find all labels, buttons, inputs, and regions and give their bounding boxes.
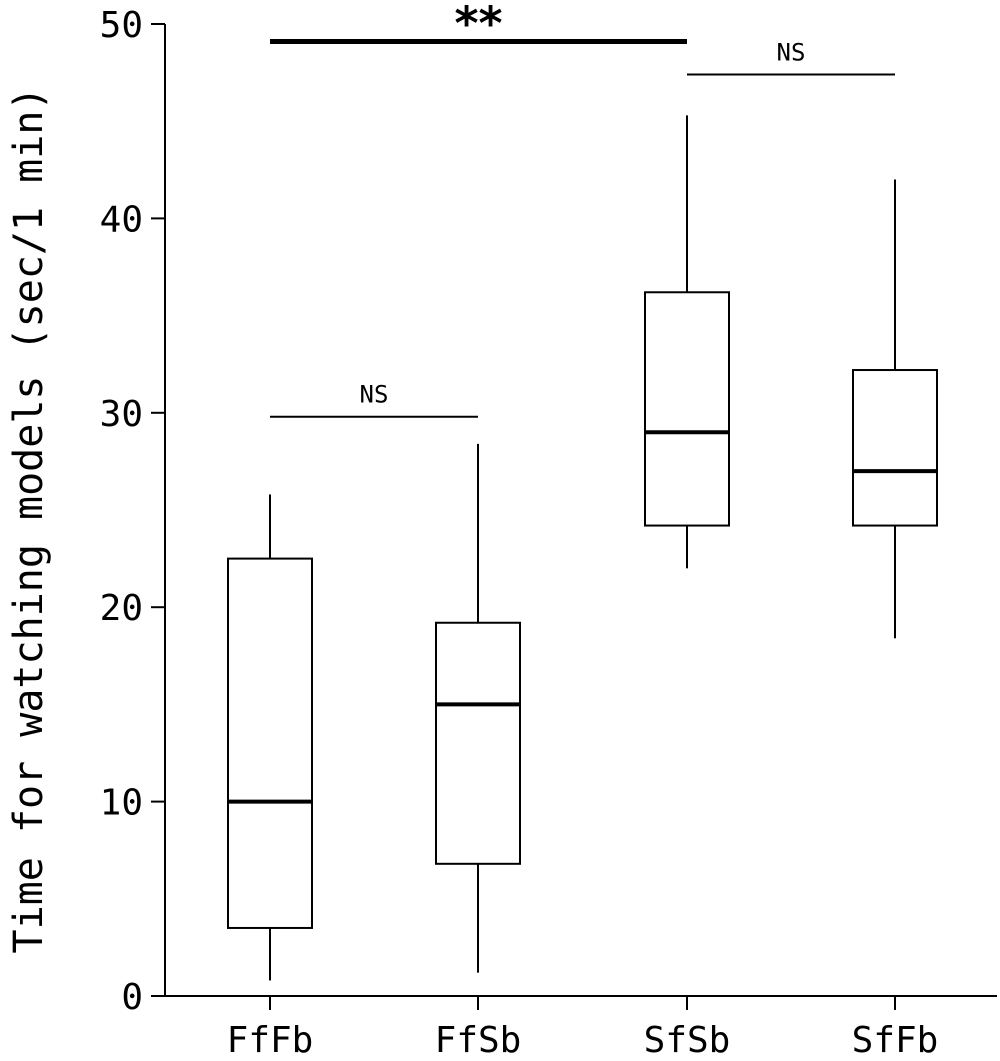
iqr-box-SfFb (852, 369, 938, 527)
y-tick-label-10: 10 (100, 783, 143, 824)
box-FfFb (227, 494, 313, 981)
y-tick-label-0: 0 (121, 977, 143, 1018)
x-tick-label-SfFb: SfFb (852, 1020, 939, 1061)
y-tick-label-20: 20 (100, 588, 143, 629)
box-FfSb (435, 443, 521, 973)
x-tick-label-FfFb: FfFb (227, 1020, 314, 1061)
iqr-box-FfFb (227, 557, 313, 929)
y-tick-label-40: 40 (100, 199, 143, 240)
box-SfSb (644, 115, 730, 569)
box-SfFb (852, 179, 938, 639)
iqr-box-SfSb (644, 291, 730, 527)
x-tick-label-FfSb: FfSb (435, 1020, 522, 1061)
sig-label-FfFb-FfSb: NS (360, 381, 389, 409)
y-tick-label-30: 30 (100, 394, 143, 435)
sig-label-FfFb-SfSb: ** (454, 0, 502, 50)
iqr-box-FfSb (435, 621, 521, 865)
y-axis-title: Time for watching models (sec/1 min) (6, 87, 52, 954)
x-tick-label-SfSb: SfSb (644, 1020, 731, 1061)
sig-label-SfSb-SfFb: NS (777, 39, 806, 67)
y-tick-label-50: 50 (100, 5, 143, 46)
